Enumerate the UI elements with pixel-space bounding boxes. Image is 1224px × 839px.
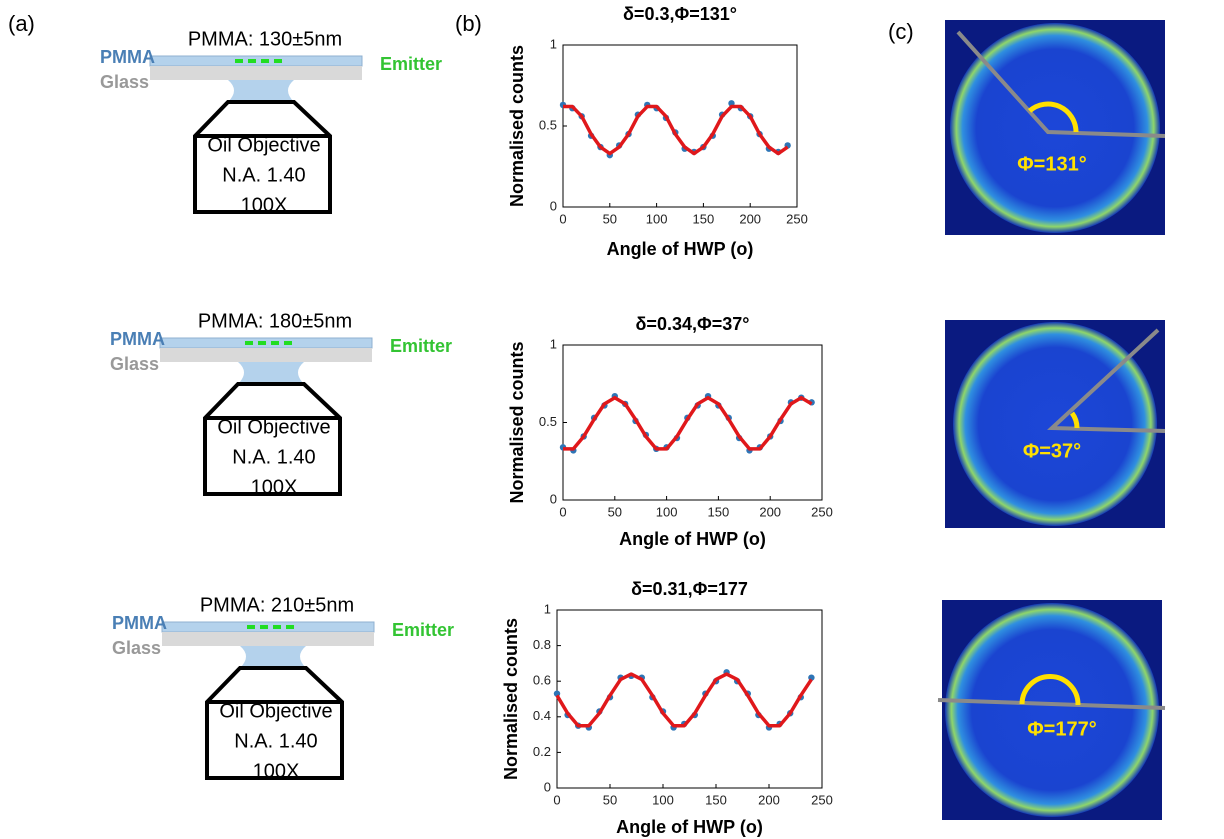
thickness-label: PMMA: 210±5nm xyxy=(200,594,354,616)
sample-diagram: PMMA: 180±5nm PMMA Glass Emitter Oil Objecti… xyxy=(110,310,452,498)
objective-label: N.A. 1.40 xyxy=(234,730,317,752)
panel-label: (c) xyxy=(888,19,914,44)
y-tick-label: 0.8 xyxy=(533,637,551,652)
y-tick-label: 1 xyxy=(550,36,557,51)
glass-layer xyxy=(162,632,374,646)
angle-label: Φ=177° xyxy=(1027,718,1096,740)
chart-title: δ=0.31,Φ=177 xyxy=(631,579,748,599)
x-axis-label: Angle of HWP (o) xyxy=(616,817,763,837)
x-tick-label: 0 xyxy=(553,792,560,807)
objective-label: 100X xyxy=(251,476,298,498)
glass-label: Glass xyxy=(110,354,159,374)
angle-label: Φ=37° xyxy=(1023,440,1081,462)
x-tick-label: 250 xyxy=(811,504,833,519)
pmma-label: PMMA xyxy=(100,47,155,67)
fit-line xyxy=(563,104,789,156)
x-axis-label: Angle of HWP (o) xyxy=(607,239,754,259)
thickness-label: PMMA: 130±5nm xyxy=(188,28,342,50)
pmma-label: PMMA xyxy=(110,329,165,349)
glass-layer xyxy=(150,66,362,80)
x-tick-label: 150 xyxy=(708,504,730,519)
x-tick-label: 150 xyxy=(705,792,727,807)
thickness-label: PMMA: 180±5nm xyxy=(198,310,352,332)
chart: δ=0.3,Φ=131° Angle of HWP (o) Normalised c… xyxy=(507,4,808,259)
y-tick-label: 0 xyxy=(550,198,557,213)
y-tick-label: 1 xyxy=(550,336,557,351)
image: Φ=37° xyxy=(945,320,1166,528)
objective-label: 100X xyxy=(241,194,288,216)
objective-label: Oil Objective xyxy=(207,134,320,156)
oil xyxy=(240,646,306,668)
chart-title: δ=0.3,Φ=131° xyxy=(623,4,737,24)
x-tick-label: 0 xyxy=(559,211,566,226)
sample-diagram: PMMA: 130±5nm PMMA Glass Emitter Oil Objecti… xyxy=(100,28,442,216)
x-tick-label: 200 xyxy=(739,211,761,226)
x-tick-label: 0 xyxy=(559,504,566,519)
glass-label: Glass xyxy=(100,72,149,92)
pmma-label: PMMA xyxy=(112,613,167,633)
panel-label: (b) xyxy=(455,11,482,36)
chart: δ=0.31,Φ=177 Angle of HWP (o) Normalised c… xyxy=(501,579,833,837)
emitter-label: Emitter xyxy=(392,620,454,640)
x-tick-label: 50 xyxy=(608,504,622,519)
glass-layer xyxy=(160,348,372,362)
image: Φ=131° xyxy=(945,20,1166,235)
emitter-label: Emitter xyxy=(380,54,442,74)
x-tick-label: 100 xyxy=(646,211,668,226)
y-tick-label: 0.6 xyxy=(533,673,551,688)
objective-label: N.A. 1.40 xyxy=(232,446,315,468)
y-axis-label: Normalised counts xyxy=(507,45,527,207)
x-tick-label: 100 xyxy=(652,792,674,807)
x-tick-label: 250 xyxy=(786,211,808,226)
objective-label: Oil Objective xyxy=(219,700,332,722)
objective-label: Oil Objective xyxy=(217,416,330,438)
polarization-images: Φ=131° Φ=37° Φ=177° xyxy=(937,20,1166,820)
angle-label: Φ=131° xyxy=(1017,153,1086,175)
y-tick-label: 0.4 xyxy=(533,708,551,723)
fit-line xyxy=(555,672,813,728)
glass-label: Glass xyxy=(112,638,161,658)
y-tick-label: 0.5 xyxy=(539,414,557,429)
x-tick-label: 100 xyxy=(656,504,678,519)
oil xyxy=(238,362,304,384)
y-tick-label: 0.5 xyxy=(539,117,557,132)
objective-label: 100X xyxy=(253,760,300,782)
plot-area xyxy=(556,609,823,789)
chart: δ=0.34,Φ=37° Angle of HWP (o) Normalised c… xyxy=(507,314,833,549)
y-tick-label: 0 xyxy=(544,779,551,794)
plot-area xyxy=(562,44,798,208)
objective-label: N.A. 1.40 xyxy=(222,164,305,186)
oil xyxy=(228,80,294,102)
fit-line xyxy=(563,395,813,451)
y-tick-label: 0 xyxy=(550,491,557,506)
sample-diagram: PMMA: 210±5nm PMMA Glass Emitter Oil Objecti… xyxy=(112,594,454,782)
y-tick-label: 0.2 xyxy=(533,744,551,759)
x-tick-label: 150 xyxy=(693,211,715,226)
x-tick-label: 250 xyxy=(811,792,833,807)
image: Φ=177° xyxy=(937,600,1166,820)
y-tick-label: 1 xyxy=(544,601,551,616)
x-axis-label: Angle of HWP (o) xyxy=(619,529,766,549)
x-tick-label: 200 xyxy=(759,504,781,519)
x-tick-label: 200 xyxy=(758,792,780,807)
chart-title: δ=0.34,Φ=37° xyxy=(636,314,750,334)
x-tick-label: 50 xyxy=(603,792,617,807)
y-axis-label: Normalised counts xyxy=(501,618,521,780)
emitter-label: Emitter xyxy=(390,336,452,356)
y-axis-label: Normalised counts xyxy=(507,341,527,503)
panel-label: (a) xyxy=(8,11,35,36)
x-tick-label: 50 xyxy=(603,211,617,226)
